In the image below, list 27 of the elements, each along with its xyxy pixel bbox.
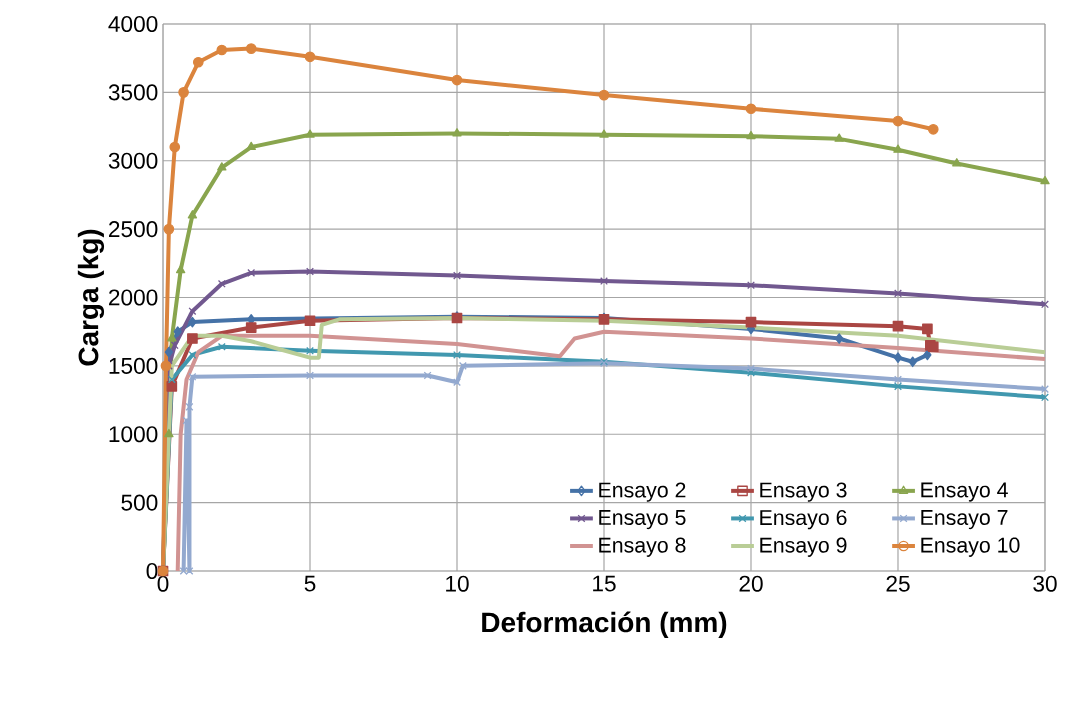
x-tick-label: 0 bbox=[157, 575, 169, 592]
x-tick-label: 10 bbox=[446, 575, 469, 592]
y-tick-label: 0 bbox=[146, 562, 158, 580]
legend-label: Ensayo 8 bbox=[599, 537, 686, 557]
y-tick-label: 1500 bbox=[109, 357, 158, 374]
legend-label: Ensayo 10 bbox=[921, 537, 1020, 557]
x-axis-title: Deformación (mm) bbox=[482, 611, 727, 638]
legend-label: Ensayo 5 bbox=[599, 510, 686, 530]
x-tick-label: 15 bbox=[593, 575, 616, 592]
y-tick-label: 3000 bbox=[108, 152, 158, 169]
y-tick-label: 4000 bbox=[108, 15, 158, 33]
x-tick-label: 25 bbox=[886, 575, 910, 592]
y-tick-label: 2500 bbox=[109, 221, 158, 238]
legend-label: Ensayo 3 bbox=[760, 482, 847, 502]
x-tick-label: 20 bbox=[739, 575, 763, 592]
legend-label: Ensayo 2 bbox=[599, 482, 686, 502]
x-tick-label: 30 bbox=[1033, 575, 1057, 592]
legend-label: Ensayo 9 bbox=[760, 537, 847, 557]
y-axis-title: Carga (kg) bbox=[77, 229, 105, 366]
legend-label: Ensayo 7 bbox=[921, 510, 1008, 530]
y-tick-label: 1000 bbox=[109, 426, 158, 443]
y-tick-label: 3500 bbox=[108, 84, 158, 101]
y-tick-label: 500 bbox=[121, 494, 158, 511]
x-tick-label: 5 bbox=[304, 575, 316, 592]
y-tick-label: 2000 bbox=[109, 289, 158, 306]
legend-label: Ensayo 6 bbox=[760, 510, 847, 530]
legend-label: Ensayo 4 bbox=[921, 482, 1008, 502]
